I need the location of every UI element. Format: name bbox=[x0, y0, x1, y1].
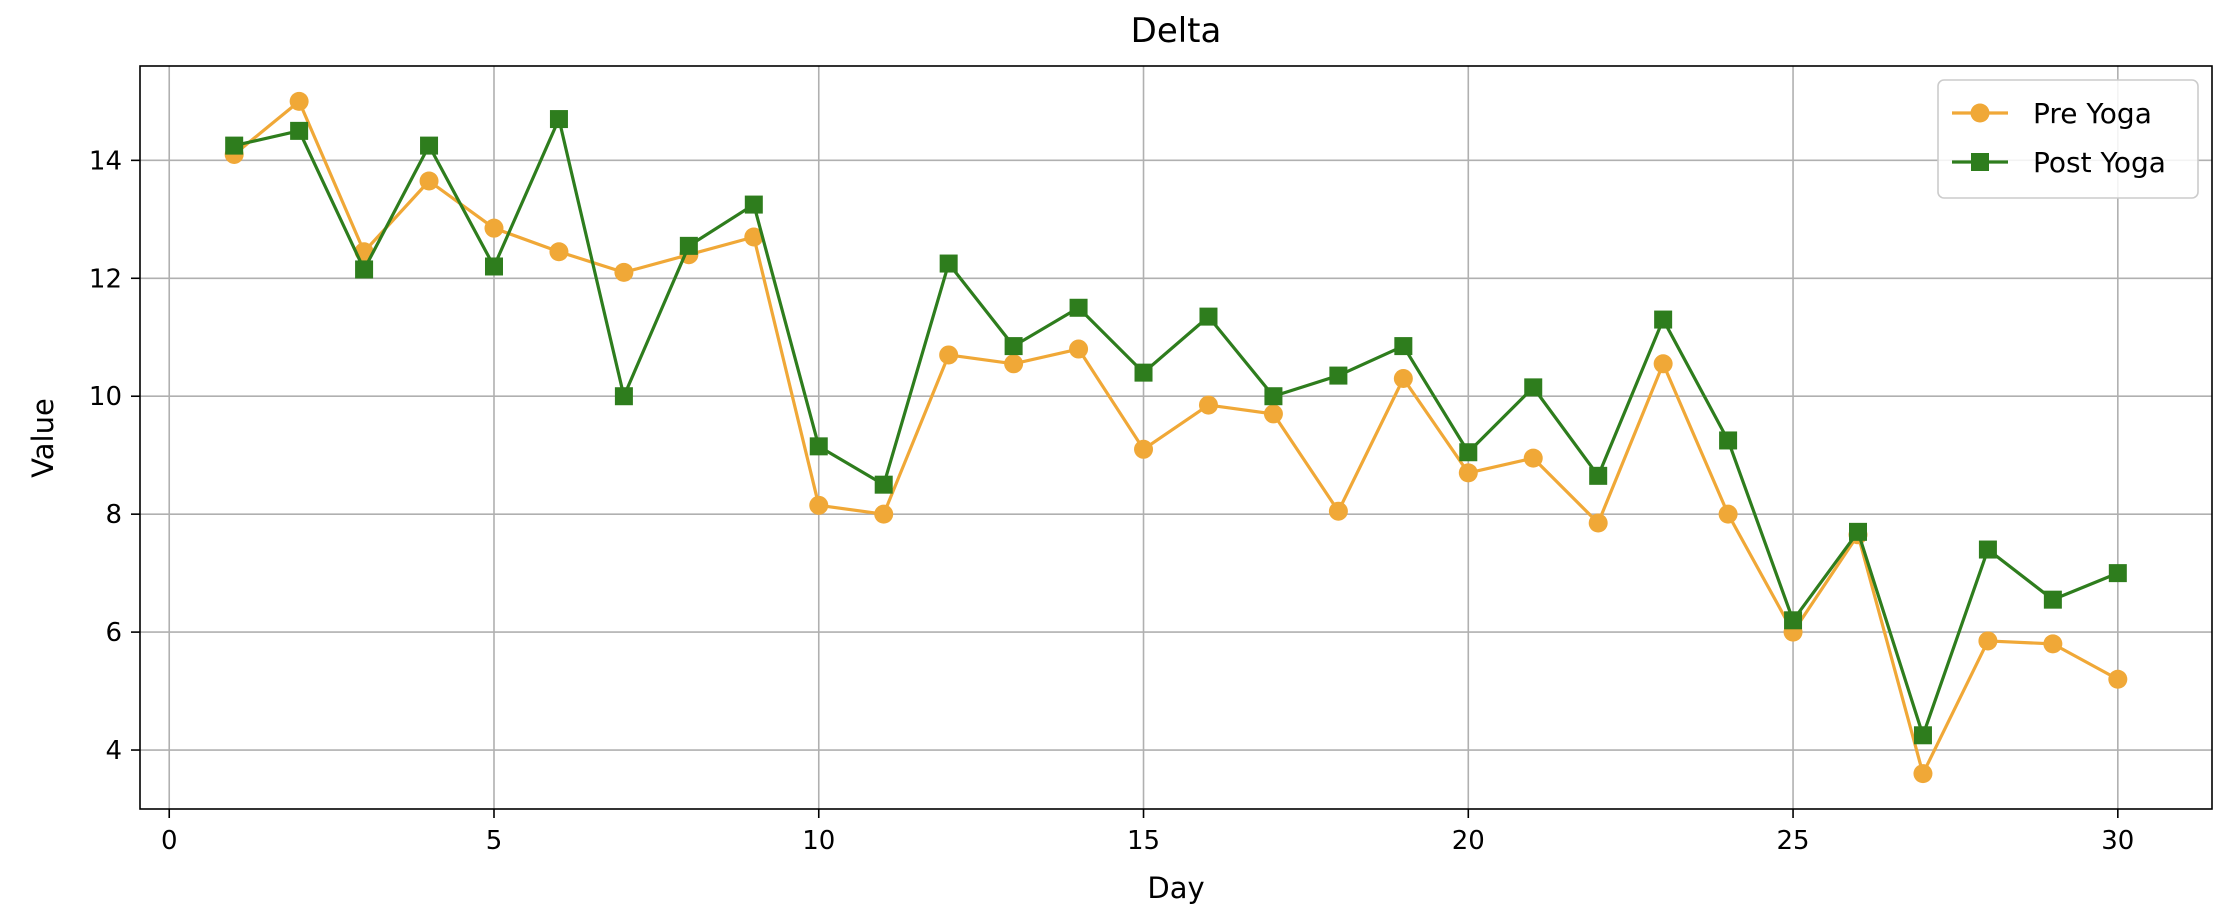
post-yoga-point bbox=[809, 437, 828, 456]
x-tick-label: 0 bbox=[161, 826, 178, 856]
post-yoga-point bbox=[614, 387, 633, 406]
post-yoga-point bbox=[1394, 337, 1413, 356]
post-yoga-point bbox=[1849, 522, 1868, 541]
y-tick-label: 4 bbox=[105, 736, 122, 766]
x-tick-label: 25 bbox=[1777, 826, 1810, 856]
post-yoga-point bbox=[355, 260, 374, 279]
pre-yoga-point bbox=[1913, 764, 1933, 784]
pre-yoga-point bbox=[289, 91, 309, 111]
x-tick-label: 15 bbox=[1127, 826, 1160, 856]
post-yoga-point bbox=[1784, 611, 1803, 630]
pre-yoga-point bbox=[1978, 631, 1998, 651]
post-yoga-point bbox=[1134, 363, 1153, 382]
x-tick-label: 5 bbox=[486, 826, 503, 856]
post-yoga-point bbox=[679, 236, 698, 255]
post-yoga-point bbox=[1199, 307, 1218, 326]
pre-yoga-point bbox=[809, 495, 829, 515]
y-tick-label: 12 bbox=[89, 264, 122, 294]
axis-ticks: 0 5 10 15 20 25 30 4 6 8 10 12 14 bbox=[89, 146, 2134, 856]
post-yoga-point bbox=[874, 475, 893, 494]
pre-yoga-point bbox=[1523, 448, 1543, 468]
legend-item-post-yoga: Post Yoga bbox=[1952, 146, 2166, 179]
post-yoga-point bbox=[1264, 387, 1283, 406]
legend-label: Pre Yoga bbox=[2033, 97, 2152, 130]
post-yoga-point bbox=[1524, 378, 1543, 397]
pre-yoga-point bbox=[1263, 404, 1283, 424]
pre-yoga-point bbox=[1328, 501, 1348, 521]
pre-yoga-point bbox=[484, 218, 504, 238]
x-tick-label: 10 bbox=[802, 826, 835, 856]
chart-title: Delta bbox=[1131, 11, 1222, 51]
gridlines bbox=[140, 66, 2212, 809]
pre-yoga-line bbox=[233, 99, 2119, 776]
post-yoga-point bbox=[744, 195, 763, 214]
y-tick-label: 8 bbox=[105, 500, 122, 530]
post-yoga-point bbox=[1719, 431, 1738, 450]
post-yoga-point bbox=[484, 257, 503, 276]
pre-yoga-point bbox=[2108, 669, 2128, 689]
pre-yoga-point bbox=[1134, 439, 1154, 459]
post-yoga-point bbox=[1978, 540, 1997, 559]
y-tick-label: 14 bbox=[89, 146, 122, 176]
pre-yoga-point bbox=[2043, 634, 2063, 654]
y-axis-label: Value bbox=[26, 398, 60, 478]
plot-frame bbox=[139, 65, 2213, 810]
post-yoga-point bbox=[549, 110, 568, 129]
post-yoga-point bbox=[420, 136, 439, 155]
post-yoga-series bbox=[225, 110, 2127, 745]
post-yoga-line bbox=[233, 117, 2119, 737]
post-yoga-point bbox=[225, 136, 244, 155]
pre-yoga-point bbox=[549, 242, 569, 262]
pre-yoga-point bbox=[1004, 354, 1024, 374]
post-yoga-point bbox=[1654, 310, 1673, 329]
pre-yoga-point bbox=[614, 262, 634, 282]
pre-yoga-point bbox=[1458, 463, 1478, 483]
post-yoga-point bbox=[1069, 298, 1088, 317]
plot-series bbox=[224, 91, 2128, 784]
x-axis-label: Day bbox=[1147, 871, 1204, 905]
post-yoga-point bbox=[1329, 366, 1348, 385]
pre-yoga-point bbox=[419, 171, 439, 191]
post-yoga-point bbox=[1589, 466, 1608, 485]
legend-swatch-marker bbox=[1971, 153, 1989, 171]
pre-yoga-point bbox=[1393, 369, 1413, 389]
pre-yoga-point bbox=[1653, 354, 1673, 374]
pre-yoga-point bbox=[1069, 339, 1089, 359]
legend-item-pre-yoga: Pre Yoga bbox=[1952, 97, 2152, 130]
x-tick-label: 20 bbox=[1452, 826, 1485, 856]
legend: Pre Yoga Post Yoga bbox=[1937, 79, 2199, 199]
post-yoga-point bbox=[1913, 726, 1932, 745]
pre-yoga-point bbox=[939, 345, 959, 365]
y-tick-label: 6 bbox=[105, 618, 122, 648]
post-yoga-point bbox=[1004, 337, 1023, 356]
post-yoga-point bbox=[2108, 564, 2127, 583]
pre-yoga-point bbox=[1198, 395, 1218, 415]
post-yoga-point bbox=[2043, 590, 2062, 609]
pre-yoga-point bbox=[1588, 513, 1608, 533]
y-tick-label: 10 bbox=[89, 382, 122, 412]
pre-yoga-point bbox=[1718, 504, 1738, 524]
pre-yoga-point bbox=[874, 504, 894, 524]
post-yoga-point bbox=[939, 254, 958, 273]
legend-label: Post Yoga bbox=[2033, 146, 2166, 179]
post-yoga-point bbox=[1459, 443, 1478, 462]
pre-yoga-series bbox=[224, 91, 2128, 784]
legend-swatch-marker bbox=[1970, 103, 1990, 123]
post-yoga-point bbox=[290, 121, 309, 140]
pre-yoga-point bbox=[744, 227, 764, 247]
legend-box bbox=[1937, 79, 2199, 199]
x-tick-label: 30 bbox=[2101, 826, 2134, 856]
